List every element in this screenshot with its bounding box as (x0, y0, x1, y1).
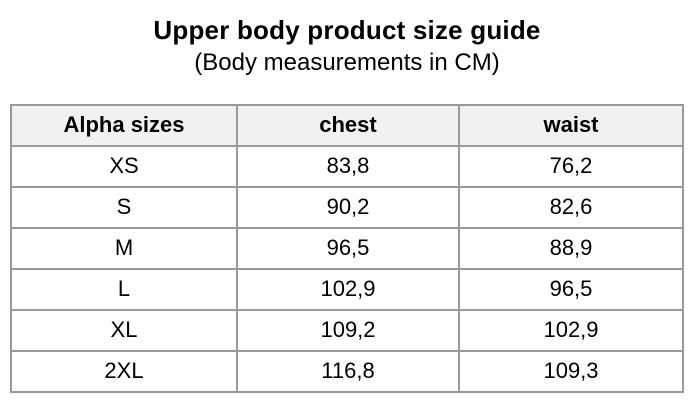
cell-chest: 90,2 (236, 186, 460, 229)
table-row: L 102,9 96,5 (10, 268, 684, 311)
page-title: Upper body product size guide (153, 15, 541, 45)
cell-waist: 88,9 (458, 227, 684, 270)
size-table-body: XS 83,8 76,2 S 90,2 82,6 M 96,5 88,9 L 1… (10, 145, 684, 393)
cell-waist: 102,9 (458, 309, 684, 352)
cell-chest: 109,2 (236, 309, 460, 352)
page-subtitle: (Body measurements in CM) (194, 49, 500, 76)
cell-alpha-size: L (10, 268, 238, 311)
cell-waist: 96,5 (458, 268, 684, 311)
cell-chest: 96,5 (236, 227, 460, 270)
table-row: XS 83,8 76,2 (10, 145, 684, 188)
header-alpha-sizes: Alpha sizes (10, 104, 238, 147)
cell-chest: 102,9 (236, 268, 460, 311)
cell-alpha-size: S (10, 186, 238, 229)
cell-alpha-size: XL (10, 309, 238, 352)
header-waist: waist (458, 104, 684, 147)
cell-alpha-size: M (10, 227, 238, 270)
cell-chest: 83,8 (236, 145, 460, 188)
size-table: Alpha sizes chest waist XS 83,8 76,2 S 9… (10, 104, 684, 393)
cell-alpha-size: XS (10, 145, 238, 188)
table-row: 2XL 116,8 109,3 (10, 350, 684, 393)
table-row: XL 109,2 102,9 (10, 309, 684, 352)
table-row: S 90,2 82,6 (10, 186, 684, 229)
header-chest: chest (236, 104, 460, 147)
cell-alpha-size: 2XL (10, 350, 238, 393)
table-row: M 96,5 88,9 (10, 227, 684, 270)
cell-waist: 109,3 (458, 350, 684, 393)
cell-waist: 82,6 (458, 186, 684, 229)
cell-waist: 76,2 (458, 145, 684, 188)
table-header-row: Alpha sizes chest waist (10, 104, 684, 147)
cell-chest: 116,8 (236, 350, 460, 393)
